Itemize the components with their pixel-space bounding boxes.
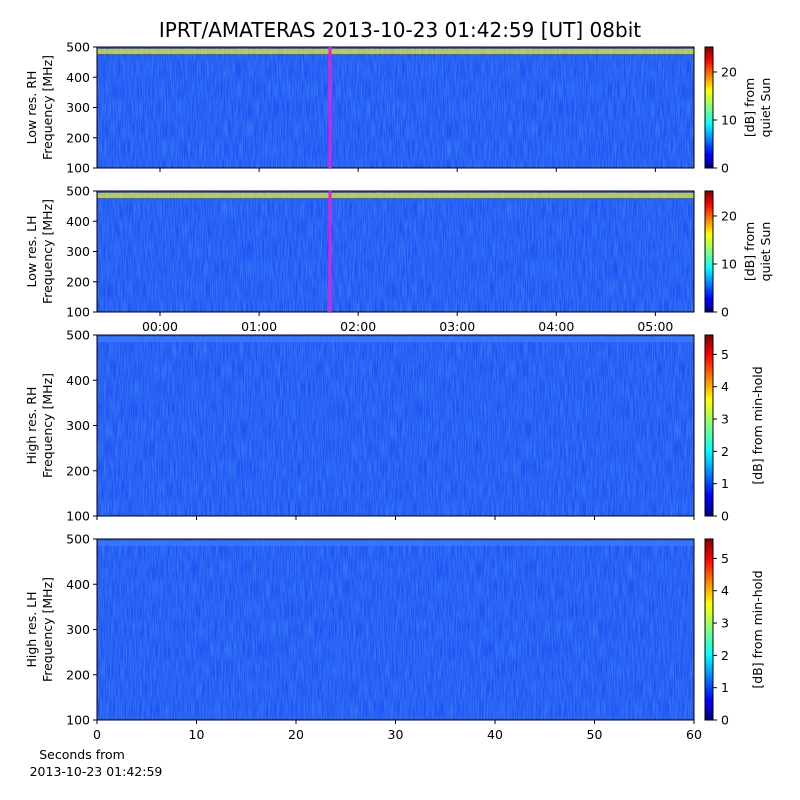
x-tick-label: 10 [189, 727, 205, 742]
colorbar-tick-label: 0 [721, 713, 729, 728]
x-tick-label: 40 [487, 727, 503, 742]
x-tick-label: 02:00 [340, 319, 376, 334]
y-tick-label: 300 [66, 418, 90, 433]
x-tick-label: 0 [93, 727, 101, 742]
y-axis-label-line: Frequency [MHz] [40, 199, 55, 304]
x-axis-label-line: Seconds from [39, 747, 125, 762]
y-axis-label: Low res. LHFrequency [MHz] [24, 199, 55, 304]
colorbar-label-line: [dB] from min-hold [750, 366, 765, 484]
y-tick-label: 400 [66, 577, 90, 592]
y-axis-label-line: Frequency [MHz] [40, 55, 55, 160]
colorbar-tick-label: 5 [721, 551, 729, 566]
spectrogram-band [97, 49, 694, 54]
colorbar-label: [dB] fromquiet Sun [742, 78, 773, 138]
x-axis-label: Seconds from 2013-10-23 01:42:59 [30, 747, 163, 779]
colorbar-tick-label: 1 [721, 476, 729, 491]
spectrogram-texture [97, 191, 694, 312]
colorbar-tick-label: 0 [721, 509, 729, 524]
spectrogram-texture [97, 539, 694, 720]
colorbar-tick-label: 4 [721, 583, 729, 598]
x-axis-label-line: 2013-10-23 01:42:59 [30, 764, 163, 779]
y-tick-label: 400 [66, 214, 90, 229]
colorbar-label: [dB] from min-hold [750, 570, 765, 688]
colorbar-tick-label: 10 [721, 112, 737, 127]
y-axis-label-line: Low res. LH [24, 216, 39, 288]
y-tick-label: 200 [66, 667, 90, 682]
x-tick-label: 50 [587, 727, 603, 742]
colorbar-tick-label: 1 [721, 680, 729, 695]
y-tick-label: 300 [66, 244, 90, 259]
y-axis-label-line: High res. LH [24, 591, 39, 667]
colorbar-tick-label: 4 [721, 379, 729, 394]
colorbar-tick-label: 5 [721, 347, 729, 362]
colorbar-label: [dB] fromquiet Sun [742, 222, 773, 282]
colorbar-tick-label: 2 [721, 444, 729, 459]
colorbar [704, 46, 714, 169]
y-axis-label-line: Frequency [MHz] [40, 373, 55, 478]
y-tick-label: 500 [66, 328, 90, 343]
y-axis-label: Low res. RHFrequency [MHz] [24, 55, 55, 160]
colorbar-label-line: quiet Sun [758, 78, 773, 138]
spectrogram-texture [97, 47, 694, 168]
x-tick-label: 20 [288, 727, 304, 742]
colorbar-label-line: [dB] from min-hold [750, 570, 765, 688]
x-tick-label: 01:00 [241, 319, 277, 334]
y-tick-label: 100 [66, 713, 90, 728]
y-tick-label: 200 [66, 274, 90, 289]
x-tick-label: 03:00 [439, 319, 475, 334]
y-tick-label: 200 [66, 463, 90, 478]
x-tick-label: 30 [388, 727, 404, 742]
colorbar-label-line: [dB] from [742, 78, 757, 137]
colorbar-tick-label: 10 [721, 256, 737, 271]
y-tick-label: 300 [66, 100, 90, 115]
colorbar [704, 538, 714, 721]
y-axis-label-line: High res. RH [24, 387, 39, 465]
y-tick-label: 300 [66, 622, 90, 637]
x-tick-label: 00:00 [142, 319, 178, 334]
y-axis-label: High res. RHFrequency [MHz] [24, 373, 55, 478]
colorbar [704, 190, 714, 313]
spectrogram-band [97, 193, 694, 198]
y-tick-label: 100 [66, 161, 90, 176]
colorbar-label-line: quiet Sun [758, 222, 773, 282]
spectrogram-band [97, 337, 694, 342]
y-tick-label: 500 [66, 532, 90, 547]
colorbar [704, 334, 714, 517]
y-tick-label: 500 [66, 40, 90, 55]
x-tick-label: 05:00 [637, 319, 673, 334]
figure-title: IPRT/AMATERAS 2013-10-23 01:42:59 [UT] 0… [159, 18, 641, 42]
y-tick-label: 400 [66, 70, 90, 85]
y-axis-label: High res. LHFrequency [MHz] [24, 577, 55, 682]
y-tick-label: 100 [66, 509, 90, 524]
colorbar-tick-label: 2 [721, 648, 729, 663]
colorbar-tick-label: 3 [721, 412, 729, 427]
y-tick-label: 400 [66, 373, 90, 388]
y-tick-label: 200 [66, 130, 90, 145]
colorbar-tick-label: 20 [721, 208, 737, 223]
x-tick-label: 04:00 [538, 319, 574, 334]
colorbar-tick-label: 3 [721, 616, 729, 631]
colorbar-label-line: [dB] from [742, 222, 757, 281]
colorbar-tick-label: 20 [721, 64, 737, 79]
spectrogram-texture [97, 335, 694, 516]
y-tick-label: 500 [66, 184, 90, 199]
colorbar-label: [dB] from min-hold [750, 366, 765, 484]
colorbar-tick-label: 0 [721, 161, 729, 176]
colorbar-tick-label: 0 [721, 305, 729, 320]
spectrogram-band [97, 541, 694, 546]
y-axis-label-line: Low res. RH [24, 71, 39, 145]
y-axis-label-line: Frequency [MHz] [40, 577, 55, 682]
x-tick-label: 60 [686, 727, 702, 742]
y-tick-label: 100 [66, 305, 90, 320]
